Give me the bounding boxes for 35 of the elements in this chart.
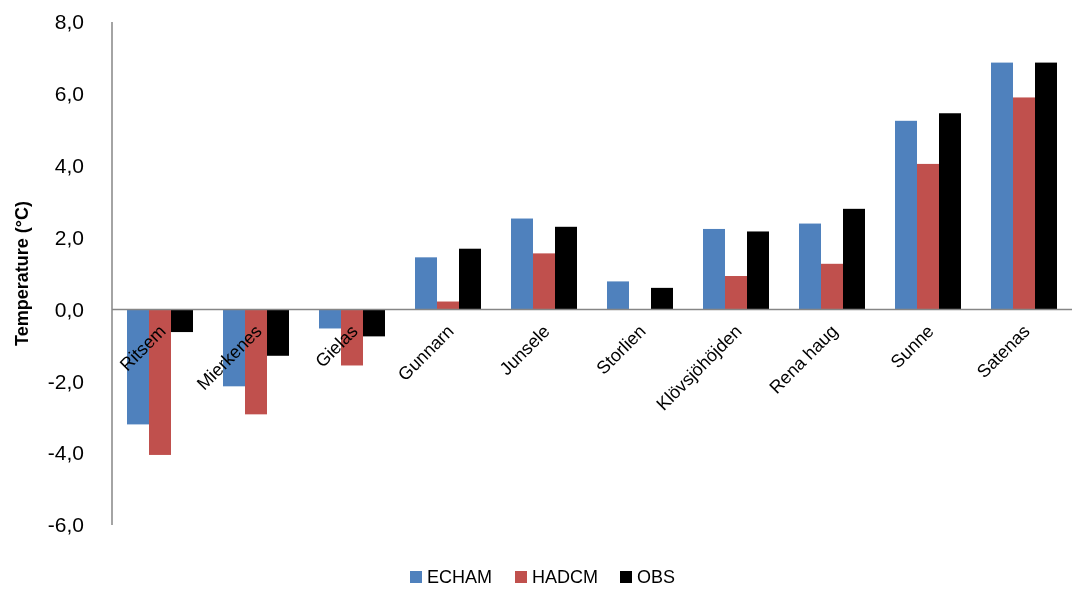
y-tick-label: -4,0 bbox=[47, 441, 84, 465]
bar bbox=[319, 309, 341, 329]
bar bbox=[1013, 97, 1035, 310]
bar bbox=[703, 228, 725, 310]
y-tick-label: -2,0 bbox=[47, 369, 84, 393]
bar bbox=[511, 218, 533, 310]
legend-label: ECHAM bbox=[427, 567, 493, 588]
y-tick-label: 8,0 bbox=[54, 10, 84, 34]
bar bbox=[267, 309, 289, 356]
bar bbox=[799, 223, 821, 310]
bar bbox=[1035, 62, 1057, 310]
legend-label: OBS bbox=[637, 567, 676, 588]
bar bbox=[843, 208, 865, 310]
bar bbox=[459, 248, 481, 310]
bar bbox=[725, 276, 747, 310]
bar bbox=[363, 309, 385, 337]
bar bbox=[917, 163, 939, 310]
y-axis-title: Temperature (°C) bbox=[12, 201, 32, 346]
bar bbox=[651, 287, 673, 310]
bar bbox=[991, 62, 1013, 310]
bar bbox=[533, 253, 555, 310]
y-tick-label: 0,0 bbox=[54, 297, 84, 321]
bar bbox=[415, 257, 437, 310]
bar bbox=[747, 231, 769, 310]
bar bbox=[895, 120, 917, 310]
y-tick-label: -6,0 bbox=[47, 513, 84, 537]
y-tick-label: 2,0 bbox=[54, 225, 84, 249]
legend-label: HADCM bbox=[532, 567, 598, 588]
bar bbox=[939, 113, 961, 310]
bar bbox=[821, 263, 843, 310]
bar bbox=[607, 281, 629, 310]
bar bbox=[555, 226, 577, 310]
bar bbox=[171, 309, 193, 333]
y-tick-label: 4,0 bbox=[54, 154, 84, 178]
y-tick-label: 6,0 bbox=[54, 82, 84, 106]
